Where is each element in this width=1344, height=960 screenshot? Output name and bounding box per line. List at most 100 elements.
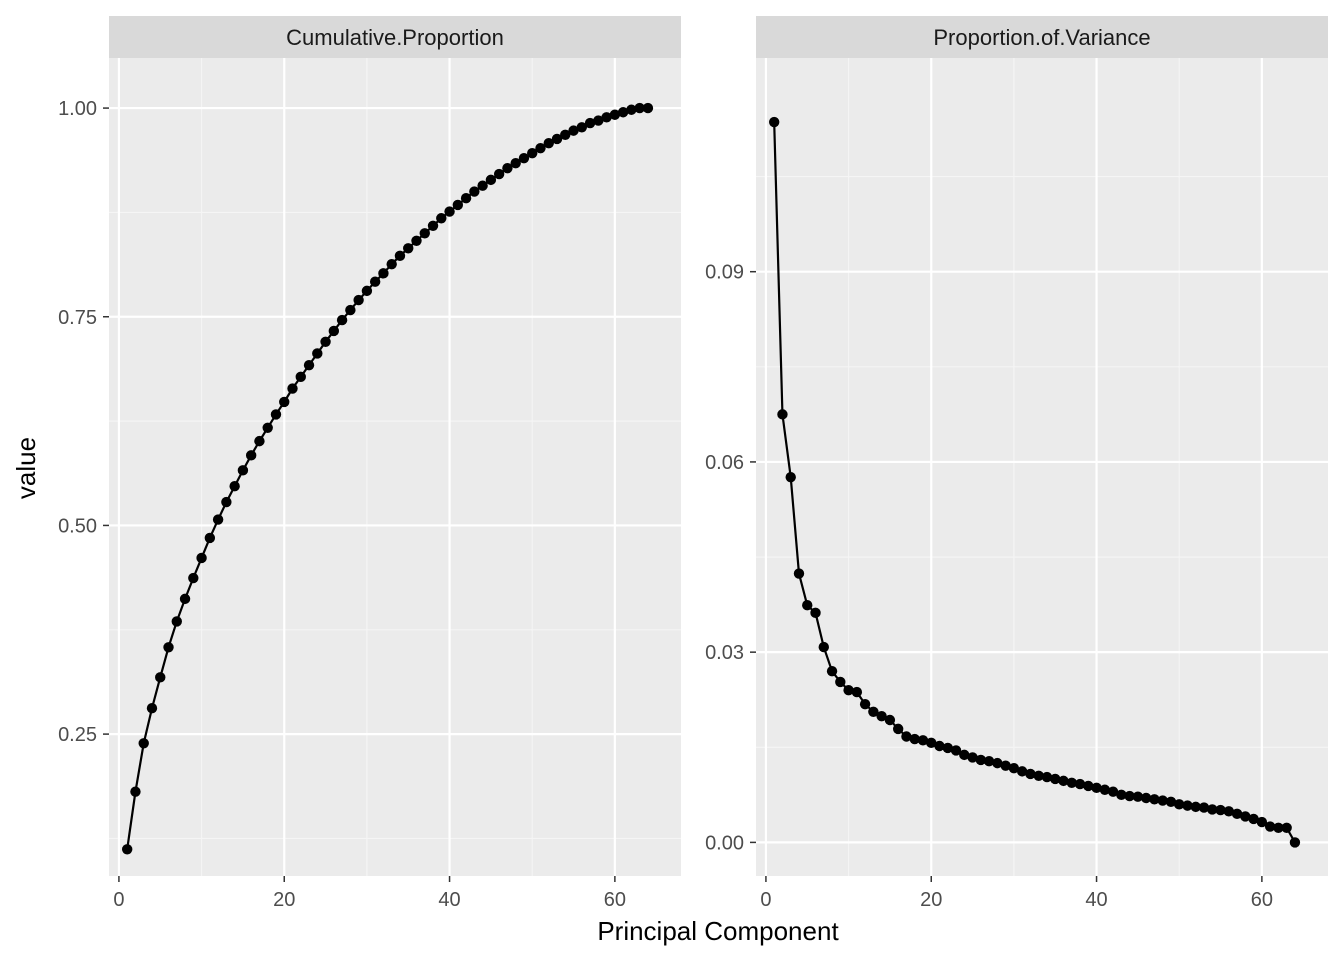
data-point [279, 396, 290, 408]
data-point [1157, 795, 1168, 806]
facet-strip-label: Cumulative.Proportion [286, 25, 504, 50]
data-point [1116, 789, 1127, 801]
x-tick-label: 20 [273, 889, 295, 911]
data-point [1281, 822, 1292, 834]
data-point [328, 325, 340, 337]
x-tick-label: 40 [438, 889, 460, 911]
data-point [551, 133, 563, 145]
data-point [353, 294, 364, 306]
data-point [394, 250, 406, 262]
data-point [1008, 763, 1020, 774]
data-point [876, 711, 887, 722]
data-point [917, 735, 929, 746]
data-point [1248, 813, 1259, 825]
data-point [502, 162, 513, 174]
data-point [212, 514, 224, 525]
y-tick-label: 0.00 [705, 832, 744, 854]
data-point [802, 600, 813, 611]
y-tick-label: 0.50 [58, 515, 97, 537]
data-point [843, 685, 854, 696]
data-point [1240, 811, 1251, 822]
data-point [785, 471, 796, 483]
data-point [270, 409, 282, 420]
data-point [942, 742, 953, 754]
data-point [642, 102, 654, 114]
facet-strip [109, 16, 681, 58]
x-tick-label: 0 [760, 889, 771, 911]
data-point [810, 607, 821, 619]
data-point [452, 199, 464, 211]
data-point [576, 122, 588, 133]
facet-strip-label: Proportion.of.Variance [933, 25, 1150, 50]
data-point [130, 786, 141, 797]
data-point [171, 616, 182, 627]
data-point [535, 142, 546, 154]
data-point [868, 706, 879, 717]
y-tick-label: 0.75 [58, 307, 97, 329]
data-point [386, 258, 397, 270]
data-point [1025, 768, 1036, 780]
panel-background [756, 58, 1328, 876]
data-point [1231, 808, 1243, 820]
data-point [777, 409, 788, 420]
data-point [626, 104, 637, 115]
facet-panel: Cumulative.Proportion 0 20 40 60 0.25 0.50 0.75… [58, 16, 681, 911]
data-point [543, 137, 554, 149]
data-point [568, 125, 579, 136]
facet-panel: Proportion.of.Variance 0 20 40 60 0.00 0.03 0.0… [705, 16, 1328, 911]
data-point [1182, 800, 1193, 811]
data-point [221, 496, 232, 508]
data-point [477, 180, 488, 191]
data-point [992, 757, 1003, 769]
data-point [485, 174, 497, 186]
x-axis-title: Principal Component [597, 916, 839, 946]
data-point [1190, 801, 1201, 813]
data-point [975, 754, 987, 766]
data-point [303, 359, 315, 371]
data-point [1107, 786, 1119, 797]
data-point [1207, 804, 1218, 815]
data-point [835, 676, 846, 688]
data-point [884, 714, 896, 726]
data-point [826, 665, 838, 677]
data-point [950, 745, 962, 756]
data-point [1140, 792, 1152, 804]
data-point [295, 371, 306, 383]
x-tick-label: 20 [920, 889, 942, 911]
data-point [427, 220, 439, 231]
x-tick-label: 40 [1085, 889, 1107, 911]
data-point [634, 102, 645, 114]
data-point [179, 593, 191, 605]
data-point [1132, 791, 1144, 802]
y-tick-label: 1.00 [58, 98, 97, 120]
data-point [1289, 837, 1301, 848]
data-point [254, 435, 265, 447]
data-point [1198, 802, 1210, 813]
data-point [1223, 806, 1235, 817]
data-point [527, 147, 538, 159]
facet-panels: Cumulative.Proportion 0 20 40 60 0.25 0.50 0.75… [58, 16, 1328, 911]
y-tick-label: 0.06 [705, 452, 744, 474]
data-point [1174, 799, 1185, 810]
data-point [237, 465, 249, 476]
data-point [518, 152, 530, 164]
data-point [1124, 790, 1135, 802]
data-point [983, 756, 995, 767]
data-point [1066, 777, 1077, 788]
y-tick-label: 0.09 [705, 262, 744, 284]
data-point [851, 686, 863, 698]
data-point [601, 112, 612, 123]
data-point [469, 186, 480, 197]
data-point [1264, 821, 1276, 832]
x-tick-label: 0 [113, 889, 124, 911]
data-point [967, 752, 978, 763]
data-point [411, 235, 422, 246]
data-point [1058, 775, 1069, 787]
data-point [1074, 778, 1086, 790]
data-point [403, 243, 414, 254]
data-point [934, 740, 945, 752]
data-point [1165, 796, 1177, 808]
data-point [1099, 784, 1111, 795]
data-point [1256, 816, 1268, 828]
panel-background [109, 58, 681, 876]
